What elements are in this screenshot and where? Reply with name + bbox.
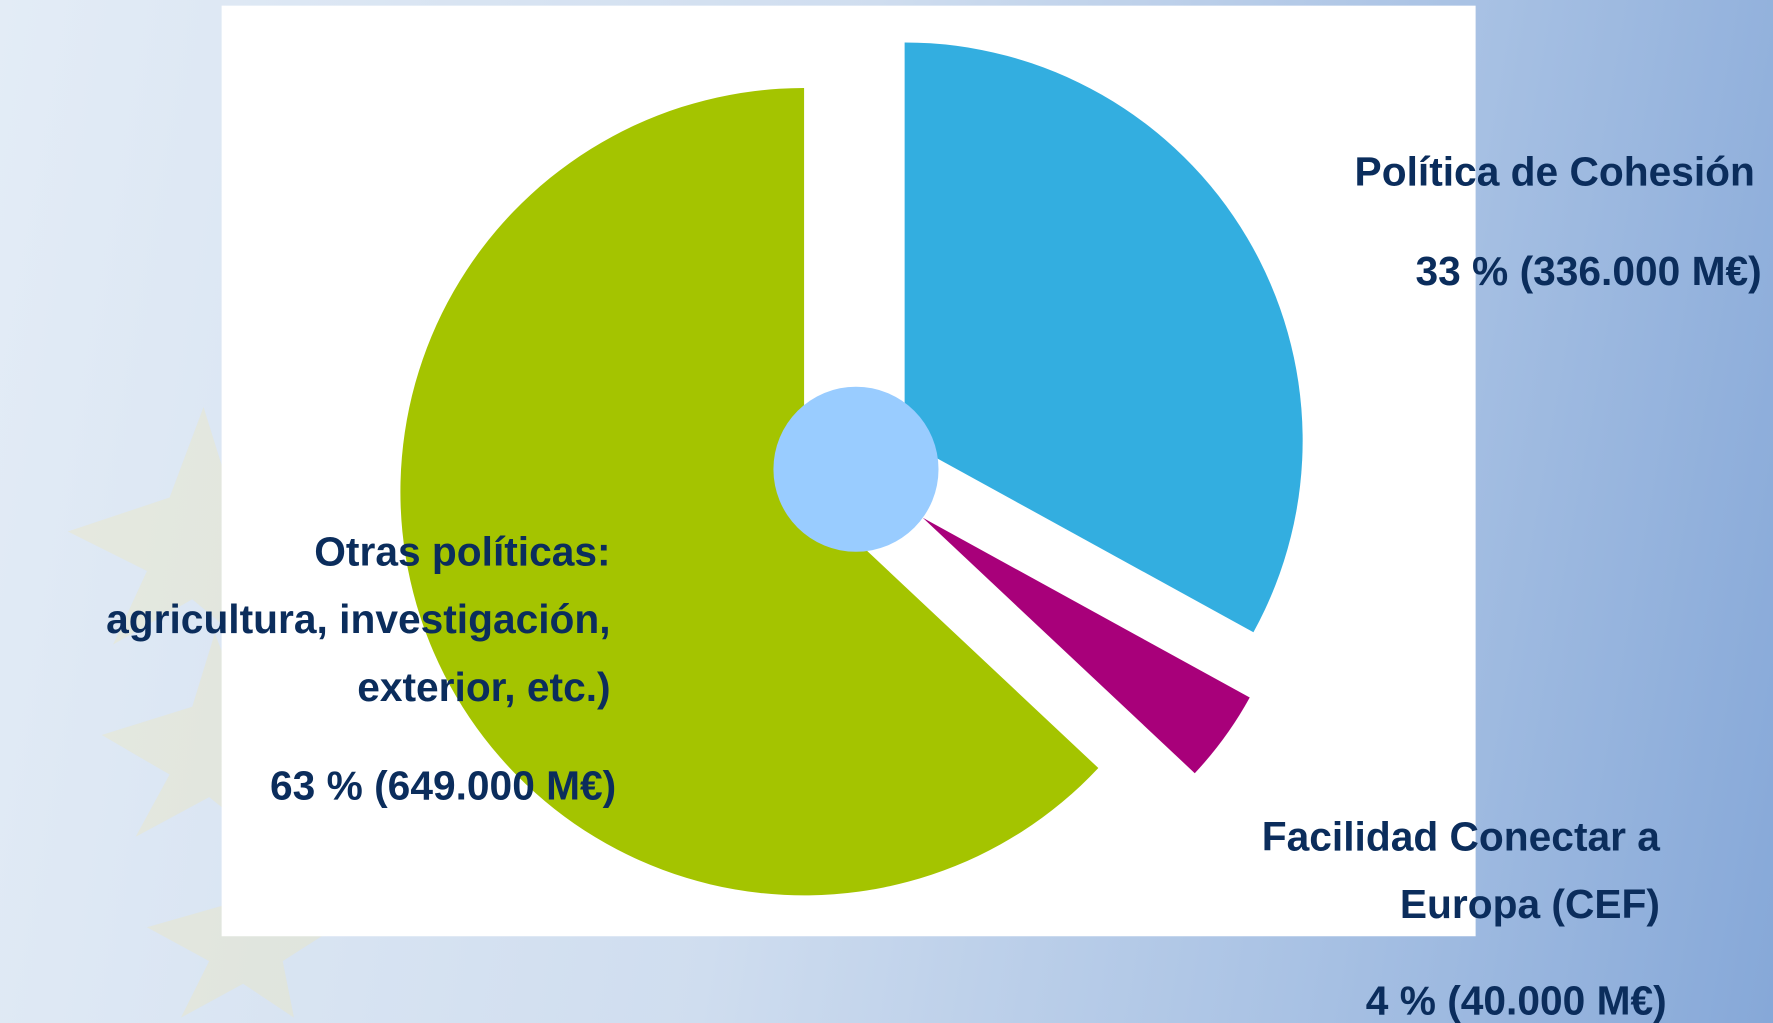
pie-slice (400, 88, 1099, 896)
category-label: Facilidad Conectar a Europa (CEF) (1261, 813, 1660, 928)
category-label: Otras políticas: agricultura, investigac… (106, 528, 611, 711)
pie-slice (904, 42, 1303, 633)
center-disc (773, 386, 939, 552)
value-label: 63 % (649.000 M€) (270, 762, 617, 809)
pie-slice (922, 517, 1250, 774)
value-label: 4 % (40.000 M€) (1365, 976, 1667, 1023)
category-label: Política de Cohesión (1354, 148, 1755, 195)
value-label: 33 % (336.000 M€) (1415, 247, 1762, 294)
